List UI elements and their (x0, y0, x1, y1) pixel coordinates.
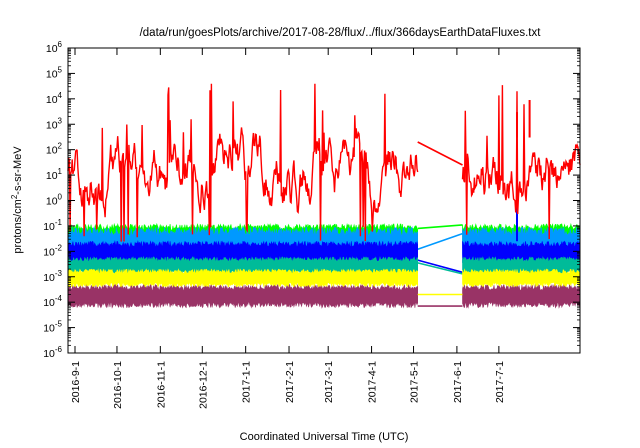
y-tick-base: 10 (43, 221, 55, 233)
y-tick-base: 10 (46, 170, 58, 182)
y-tick-exp: 2 (58, 142, 63, 151)
x-tick-label: 2017-1-1 (241, 361, 253, 403)
y-tick-base: 10 (46, 94, 58, 106)
y-tick-exp: -2 (55, 243, 63, 252)
y-tick-exp: 3 (58, 116, 63, 125)
series-ff0000 (67, 83, 581, 242)
y-tick-exp: 1 (58, 167, 63, 176)
y-tick-base: 10 (43, 272, 55, 284)
y-tick-exp: -1 (55, 218, 63, 227)
chart-title: /data/run/goesPlots/archive/2017-08-28/f… (140, 27, 542, 39)
y-tick-exp: -3 (55, 269, 63, 278)
y-axis-title: protons/cm2-s-sr-MeV (10, 146, 24, 254)
y-tick-label: 102 (46, 142, 63, 157)
series-ff0000-gap-line (417, 141, 463, 166)
series-ffff00-band-0 (67, 268, 419, 288)
x-tick-label: 2017-2-1 (284, 361, 296, 403)
y-tick-label: 10-6 (43, 345, 62, 360)
y-tick-base: 10 (46, 196, 58, 208)
y-tick-exp: 4 (58, 91, 63, 100)
y-tick-exp: 5 (58, 65, 63, 74)
y-tick-label: 104 (46, 91, 63, 106)
y-axis-title-sup: 2 (10, 194, 19, 199)
series-993366-band-1 (462, 283, 581, 309)
y-tick-base: 10 (43, 348, 55, 360)
x-tick-label: 2017-4-1 (367, 361, 379, 403)
y-tick-base: 10 (46, 68, 58, 80)
y-tick-base: 10 (43, 323, 55, 335)
x-tick-label: 2016-10-1 (112, 361, 124, 409)
y-tick-base: 10 (43, 297, 55, 309)
x-tick-label: 2016-12-1 (197, 361, 209, 409)
x-tick-label: 2017-5-1 (409, 361, 421, 403)
y-tick-label: 101 (46, 167, 63, 182)
y-tick-label: 10-1 (43, 218, 62, 233)
x-tick-label: 2017-7-1 (494, 361, 506, 403)
y-tick-exp: -5 (55, 320, 63, 329)
y-axis-title-rest: -s-sr-MeV (12, 146, 24, 195)
series-ff0000-trace-1 (461, 85, 581, 240)
x-tick-label: 2016-9-1 (70, 361, 82, 403)
x-tick-label: 2017-3-1 (323, 361, 335, 403)
series-0000ff-gap-line (417, 259, 463, 274)
y-tick-label: 10-5 (43, 320, 62, 335)
y-tick-base: 10 (46, 119, 58, 131)
y-tick-exp: 6 (58, 40, 63, 49)
y-axis-title-main: protons/cm (12, 199, 24, 253)
axis-ticks-layer: 10-610-510-410-310-210-11001011021031041… (43, 40, 580, 409)
y-tick-base: 10 (46, 145, 58, 157)
x-tick-label: 2017-6-1 (452, 361, 464, 403)
y-tick-label: 106 (46, 40, 63, 55)
y-tick-label: 10-4 (43, 294, 62, 309)
y-tick-base: 10 (43, 246, 55, 258)
series-00bb99-gap-line (417, 262, 463, 275)
series-0099ff-gap-line (417, 232, 463, 251)
y-tick-exp: -4 (55, 294, 63, 303)
series-993366-band-0 (67, 283, 419, 309)
y-tick-exp: 0 (58, 193, 63, 202)
x-axis-title: Coordinated Universal Time (UTC) (240, 431, 409, 443)
data-series-layer (67, 83, 581, 309)
y-tick-label: 100 (46, 193, 63, 208)
y-tick-label: 10-2 (43, 243, 62, 258)
series-993366 (67, 283, 581, 309)
series-ffff00 (67, 268, 581, 296)
y-tick-label: 105 (46, 65, 63, 80)
series-00ff00-gap-line (417, 224, 463, 230)
series-ff0000-trace-0 (67, 83, 419, 242)
x-tick-label: 2016-11-1 (155, 361, 167, 408)
y-tick-exp: -6 (55, 345, 63, 354)
y-tick-label: 103 (46, 116, 63, 131)
y-tick-label: 10-3 (43, 269, 62, 284)
plot-frame (67, 47, 581, 354)
y-tick-base: 10 (46, 43, 58, 55)
